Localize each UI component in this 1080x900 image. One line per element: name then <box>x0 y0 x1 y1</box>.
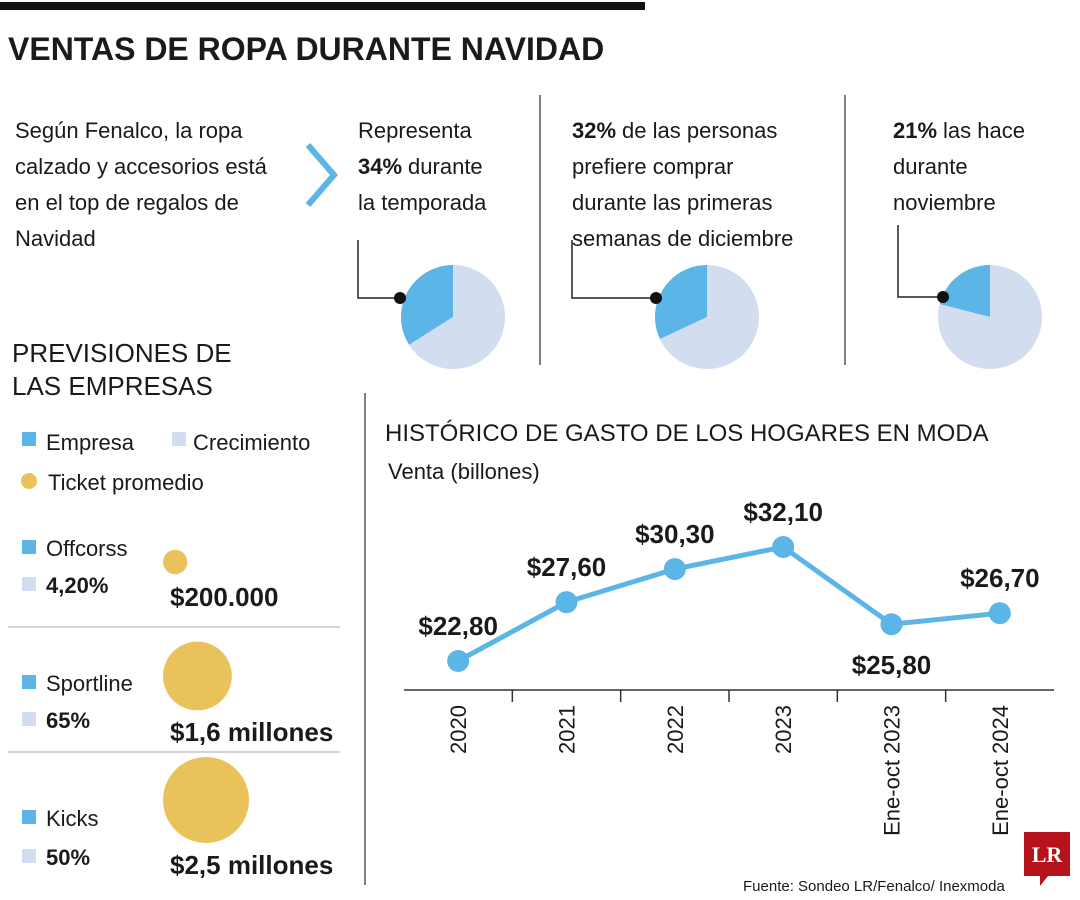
pie-text: las hace <box>943 118 1025 143</box>
point <box>772 536 795 558</box>
intro-line: en el top de regalos de <box>15 190 239 215</box>
value-label: $26,70 <box>960 563 1040 593</box>
growth-label: 50% <box>46 845 90 870</box>
pie-slice <box>409 265 505 370</box>
intro-line: Navidad <box>15 226 96 251</box>
pie-slice <box>659 265 759 369</box>
logo-tail <box>1040 876 1048 886</box>
x-tick-label: Ene-oct 2023 <box>880 705 905 836</box>
growth-swatch <box>22 577 36 591</box>
point <box>880 613 903 636</box>
section-title: LAS EMPRESAS <box>12 371 213 401</box>
connector <box>571 240 656 299</box>
pie-slice <box>938 265 1043 369</box>
value-label: $30,30 <box>635 519 715 549</box>
connector-dot <box>394 292 406 304</box>
legend-label: Crecimiento <box>193 430 310 455</box>
growth-label: 4,20% <box>46 573 108 598</box>
connector-dot <box>937 291 949 303</box>
legend-label: Empresa <box>46 430 135 455</box>
x-tick-label: Ene-oct 2024 <box>988 705 1013 836</box>
pie-value-label: 32% <box>572 118 616 143</box>
company-swatch <box>22 540 36 554</box>
pie-text: 32% de las personas <box>572 118 777 143</box>
pie-text: durante <box>408 154 483 179</box>
company-swatch <box>22 675 36 689</box>
connector <box>357 240 400 299</box>
company-name: Kicks <box>46 806 99 831</box>
pie-value-label: 21% <box>893 118 937 143</box>
value-label: $22,80 <box>418 611 498 641</box>
company-name: Offcorss <box>46 536 128 561</box>
line <box>456 544 1001 664</box>
source: Fuente: Sondeo LR/Fenalco/ Inexmoda <box>743 878 1005 895</box>
x-tick-label: 2022 <box>663 705 688 754</box>
growth-swatch <box>22 849 36 863</box>
pie-text: la temporada <box>358 190 487 215</box>
point <box>447 650 470 672</box>
company-swatch <box>22 810 36 824</box>
legend-swatch <box>21 473 37 489</box>
point <box>555 591 578 614</box>
ticket-label: $1,6 millones <box>170 717 333 747</box>
arrow <box>305 143 338 207</box>
x-tick-label: 2021 <box>555 705 580 754</box>
intro-line: Según Fenalco, la ropa <box>15 118 243 143</box>
logo-box <box>1024 832 1070 876</box>
top-bar <box>0 2 645 10</box>
pie-text: durante <box>893 154 968 179</box>
x-tick-label: 2020 <box>446 705 471 754</box>
legend-swatch <box>22 432 36 446</box>
growth-label: 65% <box>46 708 90 733</box>
company-name: Sportline <box>46 671 133 696</box>
pie-text: semanas de diciembre <box>572 226 793 251</box>
pie-text: 34% durante <box>358 154 483 179</box>
ticket-label: $2,5 millones <box>170 850 333 880</box>
title: VENTAS DE ROPA DURANTE NAVIDAD <box>8 31 604 67</box>
legend-label: Ticket promedio <box>48 470 204 495</box>
logo: LR <box>1032 842 1064 867</box>
x-tick-label: 2023 <box>771 705 796 754</box>
value-label: $25,80 <box>852 650 932 680</box>
pie-slice <box>654 265 707 340</box>
pie-value-label: 34% <box>358 154 402 179</box>
value-label: $27,60 <box>527 552 607 582</box>
connector-dot <box>650 292 662 304</box>
bubble <box>163 549 188 575</box>
growth-swatch <box>22 712 36 726</box>
ticket-label: $200.000 <box>170 582 278 612</box>
pie-text: 21% las hace <box>893 118 1025 143</box>
point <box>988 602 1011 625</box>
pie-text: de las personas <box>622 118 777 143</box>
pie-text: durante las primeras <box>572 190 773 215</box>
section-title: PREVISIONES DE <box>12 338 232 368</box>
value-label: $32,10 <box>743 497 823 527</box>
legend-swatch <box>172 432 186 446</box>
chart-title: HISTÓRICO DE GASTO DE LOS HOGARES EN MOD… <box>385 420 989 447</box>
pie-slice <box>939 265 990 317</box>
pie-text: Representa <box>358 118 473 143</box>
pie-text: prefiere comprar <box>572 154 733 179</box>
intro-line: calzado y accesorios está <box>15 154 268 179</box>
pie-text: noviembre <box>893 190 996 215</box>
chart-subtitle: Venta (billones) <box>388 459 540 484</box>
pie-slice <box>400 265 453 345</box>
bubble <box>163 757 249 843</box>
connector <box>897 225 943 298</box>
point <box>663 558 686 581</box>
bubble <box>163 641 232 711</box>
